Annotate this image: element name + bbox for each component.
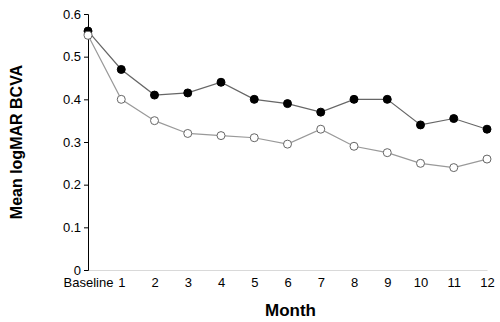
data-point — [151, 91, 159, 99]
x-axis-title: Month — [265, 301, 316, 320]
chart: 00.10.20.30.40.50.6Baseline1234567891011… — [0, 0, 500, 322]
x-tick-label: 2 — [151, 275, 158, 290]
data-point — [284, 140, 292, 148]
data-point — [383, 149, 391, 157]
x-tick-label: 6 — [284, 275, 291, 290]
data-point — [184, 89, 192, 97]
x-tick-label: 10 — [414, 275, 428, 290]
y-tick: 0.4 — [63, 92, 88, 107]
data-point — [383, 95, 391, 103]
x-tick: 9 — [384, 270, 391, 290]
data-point — [151, 117, 159, 125]
x-tick: 5 — [251, 270, 258, 290]
y-tick-mark — [84, 14, 88, 15]
y-axis: 00.10.20.30.40.50.6 — [63, 7, 89, 278]
series-line — [88, 31, 487, 129]
data-point — [350, 95, 358, 103]
y-tick: 0.6 — [63, 7, 88, 22]
y-tick: 0.5 — [63, 49, 88, 64]
y-tick: 0.1 — [63, 220, 88, 235]
data-point — [217, 132, 225, 140]
x-tick-label: 12 — [480, 275, 494, 290]
data-point — [450, 164, 458, 172]
y-tick-label: 0.1 — [63, 220, 81, 235]
y-tick-label: 0.6 — [63, 7, 81, 22]
data-point — [84, 31, 92, 39]
y-tick-label: 0.2 — [63, 177, 81, 192]
x-tick: 6 — [284, 270, 291, 290]
series-markers — [84, 27, 491, 133]
data-point — [250, 134, 258, 142]
data-point — [483, 125, 491, 133]
y-tick-mark — [84, 57, 88, 58]
y-axis-title: Mean logMAR BCVA — [8, 64, 25, 219]
data-point — [417, 121, 425, 129]
data-point — [284, 100, 292, 108]
x-tick: 8 — [351, 270, 358, 290]
x-tick-label: 3 — [185, 275, 192, 290]
x-tick: 11 — [448, 270, 462, 290]
x-axis-line — [89, 270, 488, 271]
x-tick-label: 5 — [251, 275, 258, 290]
y-axis-line — [84, 15, 89, 271]
data-point — [450, 115, 458, 123]
data-point — [317, 125, 325, 133]
y-tick-mark — [84, 227, 88, 228]
x-tick: Baseline — [64, 270, 114, 290]
data-point — [317, 108, 325, 116]
x-tick: 3 — [185, 270, 192, 290]
x-tick: 7 — [318, 270, 325, 290]
x-tick-label: 1 — [118, 275, 125, 290]
x-tick-label: 8 — [351, 275, 358, 290]
y-tick: 0.3 — [63, 135, 88, 150]
data-point — [250, 95, 258, 103]
x-tick: 4 — [218, 270, 225, 290]
x-tick-label: 9 — [384, 275, 391, 290]
series-layer — [84, 27, 491, 172]
x-tick: 1 — [118, 270, 125, 290]
y-tick-label: 0.3 — [63, 135, 81, 150]
y-tick: 0.2 — [63, 177, 88, 192]
series-markers — [84, 31, 491, 171]
x-axis: Baseline123456789101112 — [64, 270, 495, 290]
plot: 00.10.20.30.40.50.6Baseline1234567891011… — [63, 7, 495, 291]
y-tick-label: 0.4 — [63, 92, 81, 107]
data-point — [117, 65, 125, 73]
data-point — [217, 78, 225, 86]
x-tick: 2 — [151, 270, 158, 290]
series-line — [88, 35, 487, 167]
data-point — [117, 95, 125, 103]
x-tick: 10 — [414, 270, 428, 290]
x-tick-label: 11 — [448, 275, 462, 290]
y-tick-mark — [84, 185, 88, 186]
x-tick: 12 — [480, 270, 494, 290]
x-tick-label: Baseline — [64, 275, 114, 290]
x-tick-label: 4 — [218, 275, 225, 290]
data-point — [483, 155, 491, 163]
data-point — [417, 159, 425, 167]
x-tick-label: 7 — [318, 275, 325, 290]
y-tick-mark — [84, 99, 88, 100]
y-tick-mark — [84, 142, 88, 143]
y-tick-label: 0.5 — [63, 49, 81, 64]
data-point — [184, 129, 192, 137]
y-tick-mark — [84, 270, 88, 271]
data-point — [350, 142, 358, 150]
